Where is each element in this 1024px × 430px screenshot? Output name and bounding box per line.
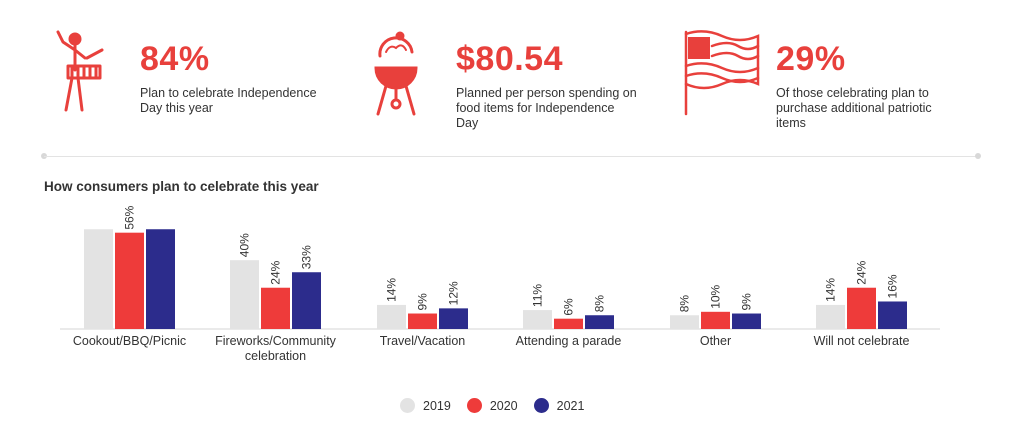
stat-celebrate-desc: Plan to celebrate Independence Day this … [140,86,360,116]
stat-patriotic-desc: Of those celebrating plan to purchase ad… [776,86,996,131]
bar-2020-1 [261,287,290,329]
bar-2021-3 [585,315,614,329]
bar-chart: 56% Cookout/BBQ/Picnic 40% 24% 33% Fireworks/… [60,205,940,363]
bar-2019-4 [670,315,699,329]
stat-spending-desc: Planned per person spending on food item… [456,86,676,131]
legend-item-2019: 2019 [400,398,451,413]
bar-2021-5 [878,301,907,329]
desc-line: Planned per person spending on [456,86,637,100]
bar-2020-2 [408,313,437,329]
flag-icon [684,30,760,116]
bar-2020-4 [701,311,730,329]
data-label-2020-5: 24% [855,260,869,284]
bar-2019-0 [84,229,113,329]
stat-celebrate-value: 84% [140,40,210,78]
desc-line: Day this year [140,101,213,115]
desc-line: food items for Independence [456,101,615,115]
bar-2019-3 [523,310,552,329]
category-label-3: Attending a parade [516,334,622,348]
data-label-2021-4: 9% [740,293,754,311]
data-label-2020-4: 10% [709,284,723,308]
divider [44,156,978,157]
bar-2021-4 [732,313,761,329]
desc-line: Plan to celebrate Independence [140,86,317,100]
bar-2021-0 [146,229,175,329]
data-label-2019-2: 14% [385,278,399,302]
chart-title: How consumers plan to celebrate this yea… [44,179,319,194]
bar-2019-5 [816,304,845,329]
category-label-0: Cookout/BBQ/Picnic [73,334,186,348]
category-label-4: Other [700,334,731,348]
stat-patriotic-value: 29% [776,40,846,78]
data-label-2021-2: 12% [447,281,461,305]
category-label-5: Will not celebrate [814,334,910,348]
legend-swatch-2019 [400,398,415,413]
divider-dot-right [975,153,981,159]
bar-2020-0 [115,232,144,329]
data-label-2019-3: 11% [531,284,545,307]
bar-2020-3 [554,318,583,329]
data-label-2019-1: 40% [238,233,252,257]
bar-2019-2 [377,304,406,329]
legend-swatch-2020 [466,398,482,413]
bar-2021-1 [292,272,321,329]
category-label-2: Travel/Vacation [380,334,466,348]
data-label-2019-5: 14% [824,278,838,302]
data-label-2019-4: 8% [678,295,692,313]
legend-label-2021: 2021 [556,398,585,413]
legend-item-2020: 2020 [466,398,518,413]
stat-spending-value: $80.54 [456,40,563,78]
bar-2020-5 [847,287,876,329]
category-label-1: celebration [245,349,306,363]
legend-label-2020: 2020 [489,398,518,413]
data-label-2020-0: 56% [123,205,137,229]
desc-line: Day [456,116,479,130]
bar-2019-1 [230,260,259,329]
drummer-icon [56,30,104,112]
desc-line: purchase additional patriotic [776,101,932,115]
data-label-2021-1: 33% [300,245,314,269]
desc-line: items [776,116,806,130]
grill-icon [374,31,418,116]
legend-label-2019: 2019 [423,398,451,413]
data-label-2021-3: 8% [593,295,607,313]
bar-2021-2 [439,308,468,329]
data-label-2021-5: 16% [886,274,900,298]
data-label-2020-1: 24% [269,260,283,284]
data-label-2020-3: 6% [562,298,576,316]
category-label-1: Fireworks/Community [215,334,337,348]
legend-item-2021: 2021 [533,398,585,413]
desc-line: Of those celebrating plan to [776,86,929,100]
data-label-2020-2: 9% [416,293,430,311]
legend: 2019 2020 2021 [400,398,600,413]
legend-swatch-2021 [533,398,549,413]
